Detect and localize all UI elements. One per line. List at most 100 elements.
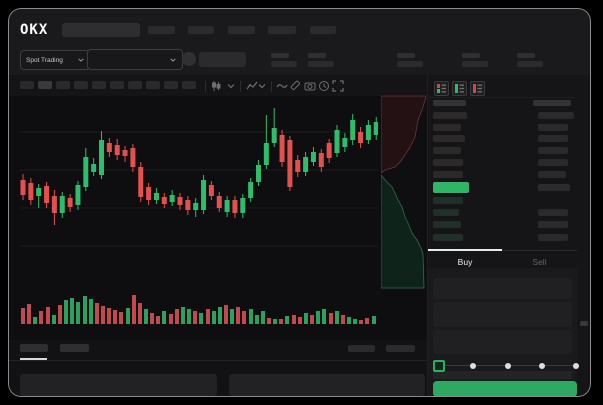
volume-bar [57, 305, 62, 324]
timeframe-button[interactable] [182, 81, 196, 89]
volume-bar [230, 309, 235, 324]
timeframe-button[interactable] [56, 81, 70, 89]
nav-item-placeholder[interactable] [268, 26, 296, 34]
volume-bar [137, 303, 142, 324]
chevron-down-icon[interactable] [227, 80, 235, 92]
line-tool-icon[interactable] [276, 80, 288, 92]
stat-value-placeholder [462, 61, 488, 67]
stat-label-placeholder [397, 53, 415, 58]
stat-label-placeholder [271, 53, 289, 58]
trade-form-field[interactable] [433, 278, 572, 299]
ask-row-price[interactable] [433, 170, 463, 178]
bid-row-price[interactable] [433, 221, 461, 229]
stat-label-placeholder [308, 53, 326, 58]
slider-handle[interactable] [433, 360, 445, 372]
slider-stop-dot[interactable] [470, 362, 477, 369]
bottom-tabs-divider [8, 360, 427, 361]
volume-bar [144, 309, 148, 324]
bid-row-price[interactable] [433, 233, 463, 241]
ask-row-price[interactable] [433, 112, 467, 119]
okx-logo[interactable]: OKX [20, 22, 49, 38]
tab-buy[interactable]: Buy [457, 257, 473, 267]
chevron-down-icon [170, 58, 176, 62]
volume-bar [76, 302, 81, 324]
bid-row-price[interactable] [433, 197, 463, 204]
volume-bar [322, 309, 327, 324]
candlestick-chart[interactable] [20, 100, 378, 290]
nav-item-placeholder[interactable] [148, 26, 175, 34]
volume-bar [291, 315, 296, 324]
pair-selector-dropdown[interactable] [87, 49, 183, 70]
chevron-down-icon[interactable] [258, 80, 266, 92]
volume-bar [119, 312, 124, 324]
volume-bar [223, 305, 228, 324]
volume-bar [180, 307, 185, 324]
stat-value-placeholder [308, 61, 334, 67]
pair-name-placeholder[interactable] [199, 52, 246, 67]
timeframe-button[interactable] [38, 81, 52, 89]
ask-row-price[interactable] [433, 135, 465, 143]
trade-form-field[interactable] [433, 302, 572, 327]
bottom-tab[interactable] [60, 344, 89, 352]
toolbar-divider [240, 81, 241, 92]
volume-bar [21, 308, 25, 324]
fullscreen-icon[interactable] [332, 80, 344, 92]
bid-row-price[interactable] [433, 209, 459, 217]
market-type-dropdown[interactable]: Spot Trading [20, 50, 90, 70]
draw-icon[interactable] [290, 80, 302, 92]
ask-row-price[interactable] [433, 158, 463, 166]
trade-form-field[interactable] [433, 330, 572, 354]
volume-bar [107, 308, 112, 324]
volume-bar [267, 318, 271, 324]
ask-row-price[interactable] [433, 147, 461, 155]
timeframe-button[interactable] [146, 81, 160, 89]
tab-sell[interactable]: Sell [532, 257, 547, 267]
volume-bar [162, 311, 167, 324]
slider-stop-dot[interactable] [573, 362, 579, 369]
volume-bar [45, 307, 50, 324]
volume-bar [33, 317, 38, 324]
search-input[interactable] [62, 23, 140, 37]
book-asks-icon[interactable] [470, 81, 485, 96]
buy-submit-button[interactable] [433, 381, 577, 397]
timeframe-button[interactable] [74, 81, 88, 89]
volume-bar [64, 300, 69, 324]
ask-row-amount [538, 147, 568, 155]
panel-divider [427, 75, 428, 397]
ask-row-price[interactable] [433, 123, 461, 131]
volume-bar [236, 307, 241, 324]
bottom-action-placeholder[interactable] [386, 345, 415, 352]
volume-bar [303, 313, 308, 324]
slider-stop-dot[interactable] [538, 362, 545, 369]
bid-row-amount [538, 209, 568, 217]
mid-price-badge[interactable] [433, 182, 469, 193]
stat-value-placeholder [397, 61, 423, 67]
book-all-icon[interactable] [434, 81, 449, 96]
slider-stop-dot[interactable] [504, 362, 511, 369]
stat-value-placeholder [517, 61, 543, 67]
book-bids-icon[interactable] [452, 81, 467, 96]
nav-item-placeholder[interactable] [310, 26, 336, 34]
bottom-action-placeholder[interactable] [348, 345, 375, 352]
depth-chart [381, 95, 428, 290]
timeframe-button[interactable] [20, 81, 34, 89]
timeframe-button[interactable] [128, 81, 142, 89]
timeframe-button[interactable] [164, 81, 178, 89]
scrollbar-thumb[interactable] [580, 321, 588, 326]
nav-item-placeholder[interactable] [188, 26, 214, 34]
volume-bar [82, 296, 87, 324]
volume-bar [174, 309, 179, 324]
volume-bar [248, 309, 253, 324]
candlestick-chart-icon[interactable] [210, 80, 222, 92]
volume-bar [156, 316, 161, 324]
camera-icon[interactable] [304, 80, 316, 92]
indicators-icon[interactable] [246, 80, 258, 92]
timeframe-button[interactable] [92, 81, 106, 89]
nav-item-placeholder[interactable] [228, 26, 255, 34]
history-icon[interactable] [318, 80, 330, 92]
volume-bar [150, 313, 155, 324]
timeframe-button[interactable] [110, 81, 124, 89]
coin-avatar [182, 52, 196, 66]
bottom-tab[interactable] [20, 344, 48, 352]
